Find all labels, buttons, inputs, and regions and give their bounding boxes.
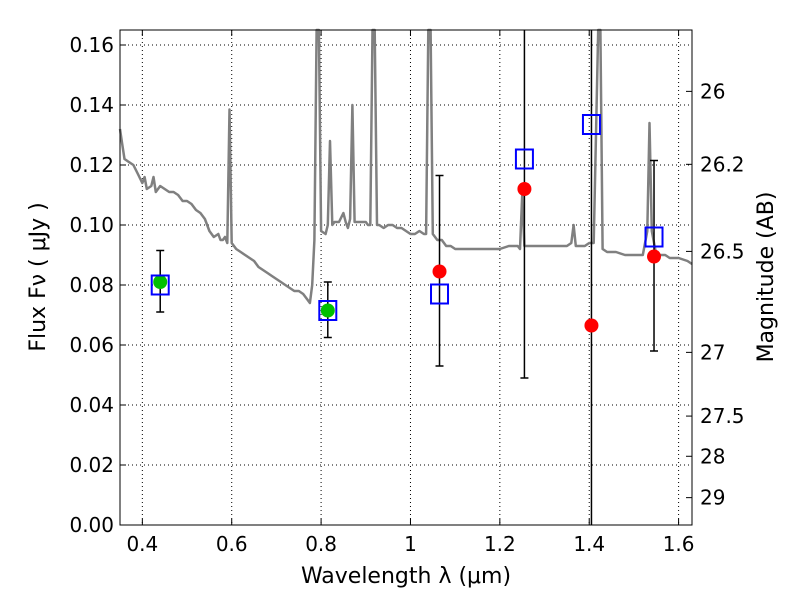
y-tick-label: 0.14 [69, 93, 114, 117]
x-tick-label: 1 [404, 532, 417, 556]
right-axis-label: Magnitude (AB) [754, 192, 779, 363]
x-tick-label: 0.4 [126, 532, 158, 556]
green-data-point [320, 303, 335, 318]
grid-lines [120, 30, 692, 526]
mag-tick-label: 28 [700, 444, 725, 468]
y-tick-label: 0.12 [69, 153, 114, 177]
y-tick-label: 0.02 [69, 453, 114, 477]
green-data-point [153, 275, 168, 289]
x-tick-label: 1.4 [573, 532, 605, 556]
y-tick-label: 0.00 [69, 513, 114, 537]
red-data-point [432, 264, 447, 279]
mag-tick-label: 26.2 [700, 152, 745, 176]
mag-tick-label: 26 [700, 79, 725, 103]
y-tick-label: 0.16 [69, 33, 114, 57]
mag-tick-label: 27.5 [700, 404, 745, 428]
y-axis-label: Flux Fν ( μJy ) [26, 202, 51, 351]
plot-area [118, 28, 693, 525]
y-tick-label: 0.08 [69, 273, 114, 297]
model-photometry-square [318, 300, 338, 321]
mag-tick-label: 27 [700, 340, 725, 364]
x-tick-label: 0.6 [216, 532, 248, 556]
model-photometry-square [644, 226, 664, 248]
red-data-point [517, 182, 532, 196]
y-tick-label: 0.04 [69, 393, 114, 417]
model-photometry-square [150, 274, 170, 296]
y-tick-label: 0.06 [69, 333, 114, 357]
mag-tick-label: 26.5 [700, 239, 745, 263]
x-tick-label: 1.2 [484, 532, 516, 556]
red-data-point [647, 249, 662, 264]
plot-frame [119, 29, 693, 526]
model-photometry-square [430, 283, 450, 305]
mag-tick-label: 29 [700, 486, 725, 510]
model-photometry-square [514, 148, 534, 170]
axis-ticks: 0.4 0.6 0.8 1 1.2 1.4 1.6 0.00 0.02 0.04 0.06 0.08 0… [69, 30, 745, 556]
model-photometry-square [581, 114, 601, 135]
red-data-point [584, 318, 599, 333]
x-tick-label: 0.8 [305, 532, 337, 556]
y-tick-label: 0.10 [69, 213, 114, 237]
model-spectrum-line [118, 28, 693, 305]
x-tick-label: 1.6 [663, 532, 695, 556]
x-axis-label: Wavelength λ (μm) [301, 564, 511, 589]
